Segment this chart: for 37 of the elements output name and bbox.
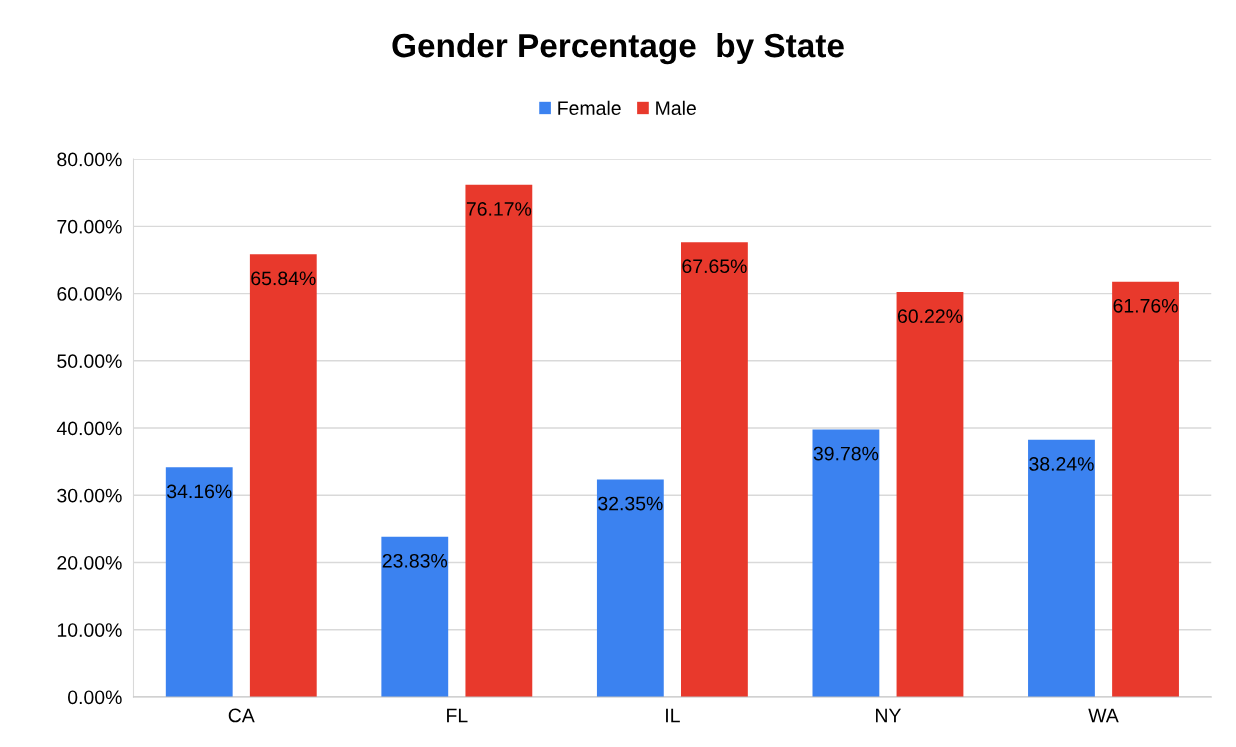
y-tick-label: 20.00% — [57, 555, 122, 570]
data-label: 32.35% — [598, 496, 663, 511]
y-tick-label: 30.00% — [57, 488, 122, 503]
legend-label: Female — [558, 100, 621, 116]
x-tick-label: CA — [228, 708, 255, 723]
y-tick-label: 60.00% — [57, 287, 122, 301]
chart-title: Gender Percentage by State — [392, 32, 844, 65]
data-label: 61.76% — [1113, 298, 1178, 313]
bar — [465, 184, 533, 697]
x-tick-label: WA — [1088, 708, 1119, 723]
data-label: 38.24% — [1029, 457, 1094, 471]
bar — [681, 242, 748, 697]
data-label: 76.17% — [466, 202, 532, 216]
bar — [1112, 281, 1179, 697]
bar — [381, 536, 449, 697]
bar — [165, 467, 233, 697]
bar — [1028, 439, 1095, 697]
y-tick-label: 0.00% — [68, 690, 122, 705]
y-tick-label: 10.00% — [57, 623, 122, 637]
legend-label: Male — [656, 100, 696, 116]
data-label: 60.22% — [897, 309, 963, 324]
data-label: 67.65% — [682, 259, 747, 274]
data-label: 65.84% — [251, 271, 316, 286]
bar — [249, 254, 317, 697]
bar — [896, 292, 964, 697]
x-tick-label: IL — [666, 708, 680, 723]
y-tick-label: 50.00% — [57, 354, 122, 369]
x-tick-label: NY — [876, 708, 902, 723]
data-label: 23.83% — [382, 553, 448, 568]
y-tick-label: 70.00% — [57, 219, 122, 234]
y-tick-label: 80.00% — [57, 152, 122, 167]
data-label: 34.16% — [167, 484, 232, 499]
data-label: 39.78% — [813, 446, 879, 461]
x-tick-label: FL — [447, 708, 468, 723]
bar — [812, 429, 880, 697]
bar — [596, 479, 664, 697]
y-tick-label: 40.00% — [56, 421, 122, 436]
